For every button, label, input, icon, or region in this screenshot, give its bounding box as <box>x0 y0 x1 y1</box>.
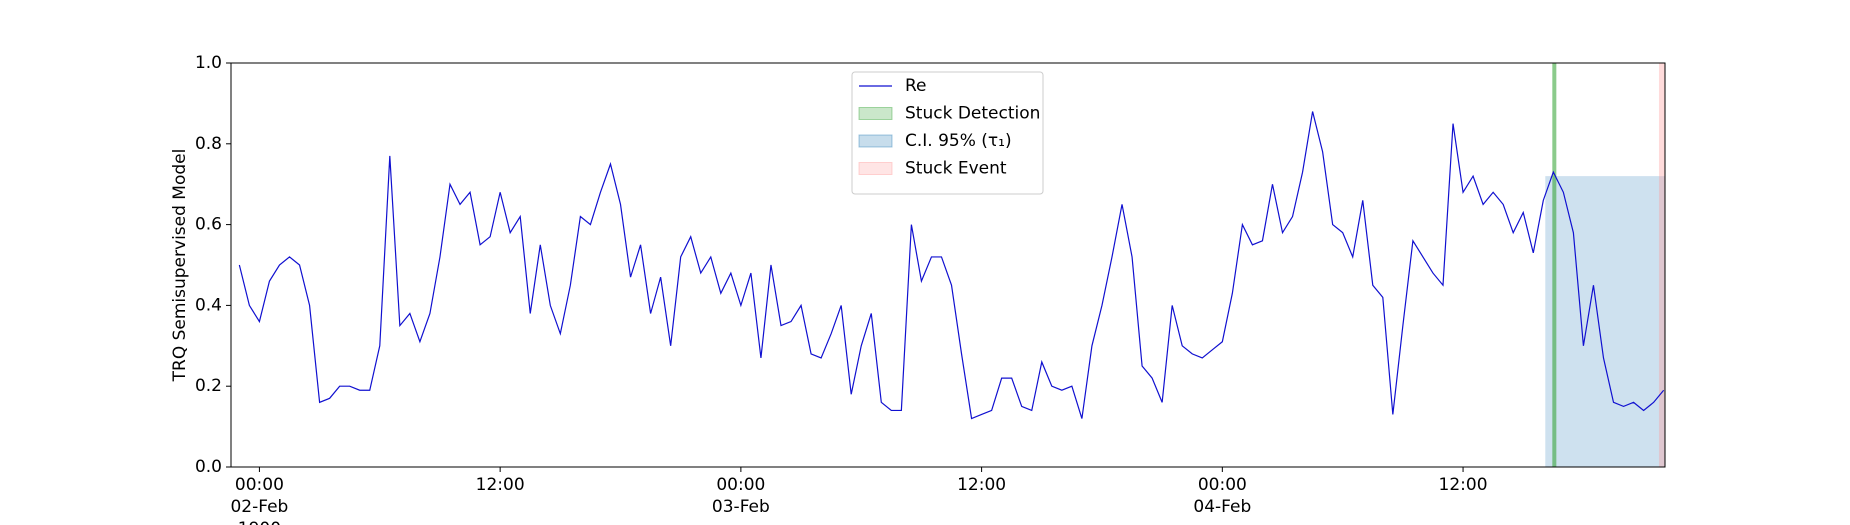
legend-label: Stuck Event <box>905 159 1007 179</box>
plot-frame <box>230 62 1666 468</box>
x-tick-label: 12:00 <box>957 475 1006 495</box>
legend-label: Stuck Detection <box>905 104 1040 124</box>
y-tick-label: 1.0 <box>195 53 222 73</box>
y-tick-label: 0.0 <box>195 457 222 477</box>
span <box>1658 63 1665 467</box>
legend-label: C.I. 95% (τ₁) <box>905 131 1012 151</box>
y-tick-label: 0.4 <box>195 295 222 315</box>
x-tick-label: 00:00 04-Feb <box>1193 475 1251 517</box>
x-tick-label: 00:00 03-Feb <box>712 475 770 517</box>
x-tick-label: 12:00 <box>476 475 525 495</box>
legend: Re Stuck Detection C.I. 95% (τ₁) Stuck Even… <box>851 71 1044 195</box>
y-axis-label: TRQ Semisupervised Model <box>170 149 190 383</box>
y-tick-label: 0.6 <box>195 215 222 235</box>
line-series <box>238 111 1665 420</box>
y-tick-label: 0.8 <box>195 134 222 154</box>
legend-patch <box>858 162 893 175</box>
legend-patch <box>858 107 893 120</box>
y-tick-label: 0.2 <box>195 376 222 396</box>
legend-label: Re <box>905 76 927 96</box>
span <box>1545 176 1665 467</box>
x-tick-label: 12:00 <box>1439 475 1488 495</box>
legend-patch <box>858 134 893 148</box>
legend-frame <box>851 71 1044 195</box>
span <box>1552 63 1557 467</box>
